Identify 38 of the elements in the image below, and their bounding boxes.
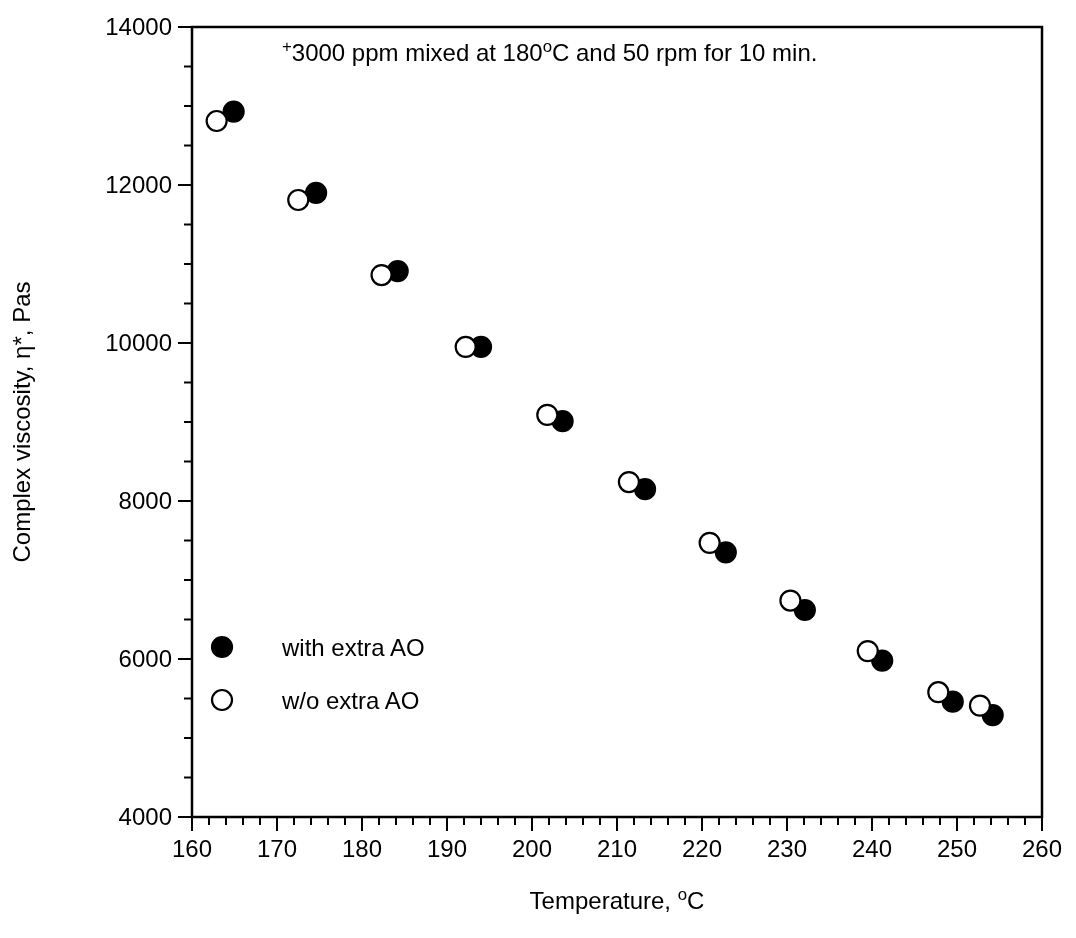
annotation: $^{+}$3000 ppm mixed at 180$^{o}$C and 50 rpm for 10 min. bbox=[282, 36, 818, 66]
x-tick-label: 160 bbox=[171, 835, 213, 862]
point bbox=[454, 335, 477, 359]
point bbox=[779, 589, 802, 612]
x-tick-label: 210 bbox=[596, 835, 638, 862]
point bbox=[633, 478, 657, 501]
y-axis-title: Complex viscosity, η*, Pas bbox=[8, 281, 35, 563]
point bbox=[968, 694, 992, 717]
point bbox=[927, 681, 950, 704]
x-tick-label: 190 bbox=[426, 835, 468, 862]
x-tick-label: 240 bbox=[851, 835, 893, 862]
point bbox=[856, 640, 879, 663]
x-tick-label: 260 bbox=[1021, 835, 1063, 862]
x-axis-title: Temperature, $^{o}$C bbox=[529, 884, 705, 914]
point bbox=[714, 541, 737, 564]
x-tick-label: 250 bbox=[936, 835, 978, 862]
y-tick-label: 4000 bbox=[118, 803, 172, 830]
x-tick-label: 230 bbox=[766, 835, 808, 862]
y-tick-label: 12000 bbox=[105, 171, 172, 198]
legend-label: with extra AO bbox=[281, 634, 425, 661]
point bbox=[222, 100, 245, 123]
legend-label: w/o extra AO bbox=[281, 687, 420, 714]
point bbox=[698, 531, 721, 554]
y-tick-label: 14000 bbox=[105, 13, 172, 40]
point bbox=[287, 188, 310, 212]
x-tick-label: 180 bbox=[341, 835, 383, 862]
point bbox=[205, 109, 228, 133]
y-tick-label: 6000 bbox=[118, 645, 172, 672]
point bbox=[536, 403, 559, 426]
x-tick-label: 170 bbox=[256, 835, 298, 862]
x-tick-label: 200 bbox=[511, 835, 553, 862]
point bbox=[370, 263, 393, 287]
y-tick-label: 10000 bbox=[105, 329, 172, 356]
x-tick-label: 220 bbox=[681, 835, 723, 862]
point bbox=[793, 598, 816, 622]
y-tick-label: 8000 bbox=[118, 487, 172, 514]
point bbox=[617, 470, 640, 494]
point bbox=[305, 181, 328, 204]
